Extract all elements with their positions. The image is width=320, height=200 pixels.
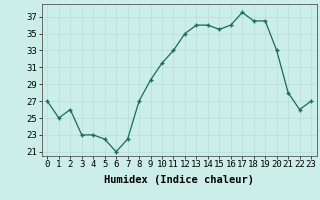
X-axis label: Humidex (Indice chaleur): Humidex (Indice chaleur) — [104, 175, 254, 185]
